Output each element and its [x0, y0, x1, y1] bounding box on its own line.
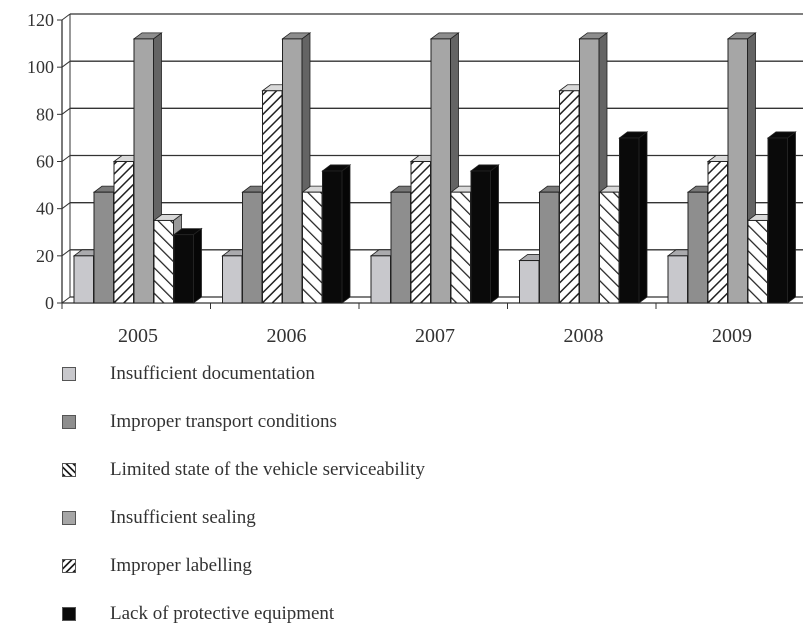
bar-front: [707, 161, 728, 304]
bar-front: [619, 137, 640, 304]
legend-item: Insufficient sealing: [62, 506, 256, 530]
bar-front: [133, 38, 154, 304]
bar-front: [767, 137, 788, 304]
legend-label: Limited state of the vehicle serviceabil…: [110, 459, 425, 480]
bar-front: [519, 260, 540, 304]
bar: [618, 131, 649, 304]
legend-swatch: [62, 607, 76, 621]
bar-front: [687, 191, 708, 304]
legend-swatch: [62, 415, 76, 429]
y-tick-label: 40: [36, 199, 54, 219]
gridline-diagonal: [61, 249, 71, 257]
legend-label: Lack of protective equipment: [110, 603, 335, 624]
gridline-diagonal: [61, 296, 71, 304]
bar-side: [193, 227, 202, 304]
bar: [469, 164, 500, 304]
bar-front: [93, 191, 114, 304]
legend-swatch: [62, 367, 76, 381]
y-tick-label: 0: [45, 293, 54, 313]
gridline-diagonal: [61, 202, 71, 210]
legend-label: Improper labelling: [110, 555, 252, 576]
bar-front: [559, 90, 580, 304]
bar-side: [490, 164, 499, 304]
legend-item: Limited state of the vehicle serviceabil…: [62, 458, 425, 482]
bar: [321, 164, 352, 304]
x-tick-label: 2006: [267, 325, 307, 347]
bar-front: [222, 255, 243, 304]
legend-swatch: [62, 463, 76, 477]
legend-label: Improper transport conditions: [110, 411, 337, 432]
legend-swatch: [62, 511, 76, 525]
bar-front: [73, 255, 94, 304]
bar-front: [430, 38, 451, 304]
y-tick-label: 80: [36, 104, 54, 124]
bar-front: [153, 219, 174, 304]
legend-label: Insufficient documentation: [110, 363, 315, 384]
bar-front: [302, 191, 323, 304]
legend-item: Lack of protective equipment: [62, 602, 334, 626]
x-tick-label: 2008: [564, 325, 604, 347]
bar-side: [341, 164, 351, 304]
gridline-diagonal: [61, 13, 71, 21]
y-tick-label: 120: [27, 10, 54, 30]
bar-front: [747, 219, 768, 304]
y-tick-label: 100: [27, 57, 54, 77]
bar-front: [410, 161, 431, 304]
bar-front: [667, 255, 688, 304]
bar-front: [173, 234, 194, 304]
legend-item: Improper labelling: [62, 554, 252, 578]
bar-front: [113, 161, 134, 304]
x-tick-label: 2009: [712, 325, 752, 347]
x-tick-label: 2005: [118, 325, 158, 347]
bar-front: [242, 191, 263, 304]
bar-front: [322, 170, 343, 304]
legend-item: Insufficient documentation: [62, 362, 315, 386]
gridline-diagonal: [61, 107, 71, 115]
gridline-diagonal: [61, 60, 71, 68]
bar-front: [282, 38, 303, 304]
bar-front: [450, 191, 471, 304]
bar-side: [638, 131, 648, 304]
bar-front: [370, 255, 391, 304]
legend-label: Insufficient sealing: [110, 507, 256, 528]
bar-front: [727, 38, 748, 304]
bar-front: [599, 191, 620, 304]
bar-front: [539, 191, 560, 304]
bar-front: [579, 38, 600, 304]
legend-swatch: [62, 559, 76, 573]
y-tick-label: 20: [36, 246, 54, 266]
bar-side: [787, 131, 796, 304]
x-axis-labels: 2005 2006 2007 2008 2009: [118, 325, 752, 347]
bar: [766, 131, 797, 304]
legend-item: Improper transport conditions: [62, 410, 337, 434]
y-tick-label: 60: [36, 152, 54, 172]
bar-front: [262, 90, 283, 304]
bars: [72, 32, 797, 304]
chart: 0 20 40 60 80 100 120 2005 2006 2007 2008 2009: [27, 10, 803, 347]
bar-front: [470, 170, 491, 304]
bar: [172, 227, 203, 304]
gridline-diagonal: [61, 155, 71, 162]
x-tick-label: 2007: [415, 325, 455, 347]
bar-front: [390, 191, 411, 304]
